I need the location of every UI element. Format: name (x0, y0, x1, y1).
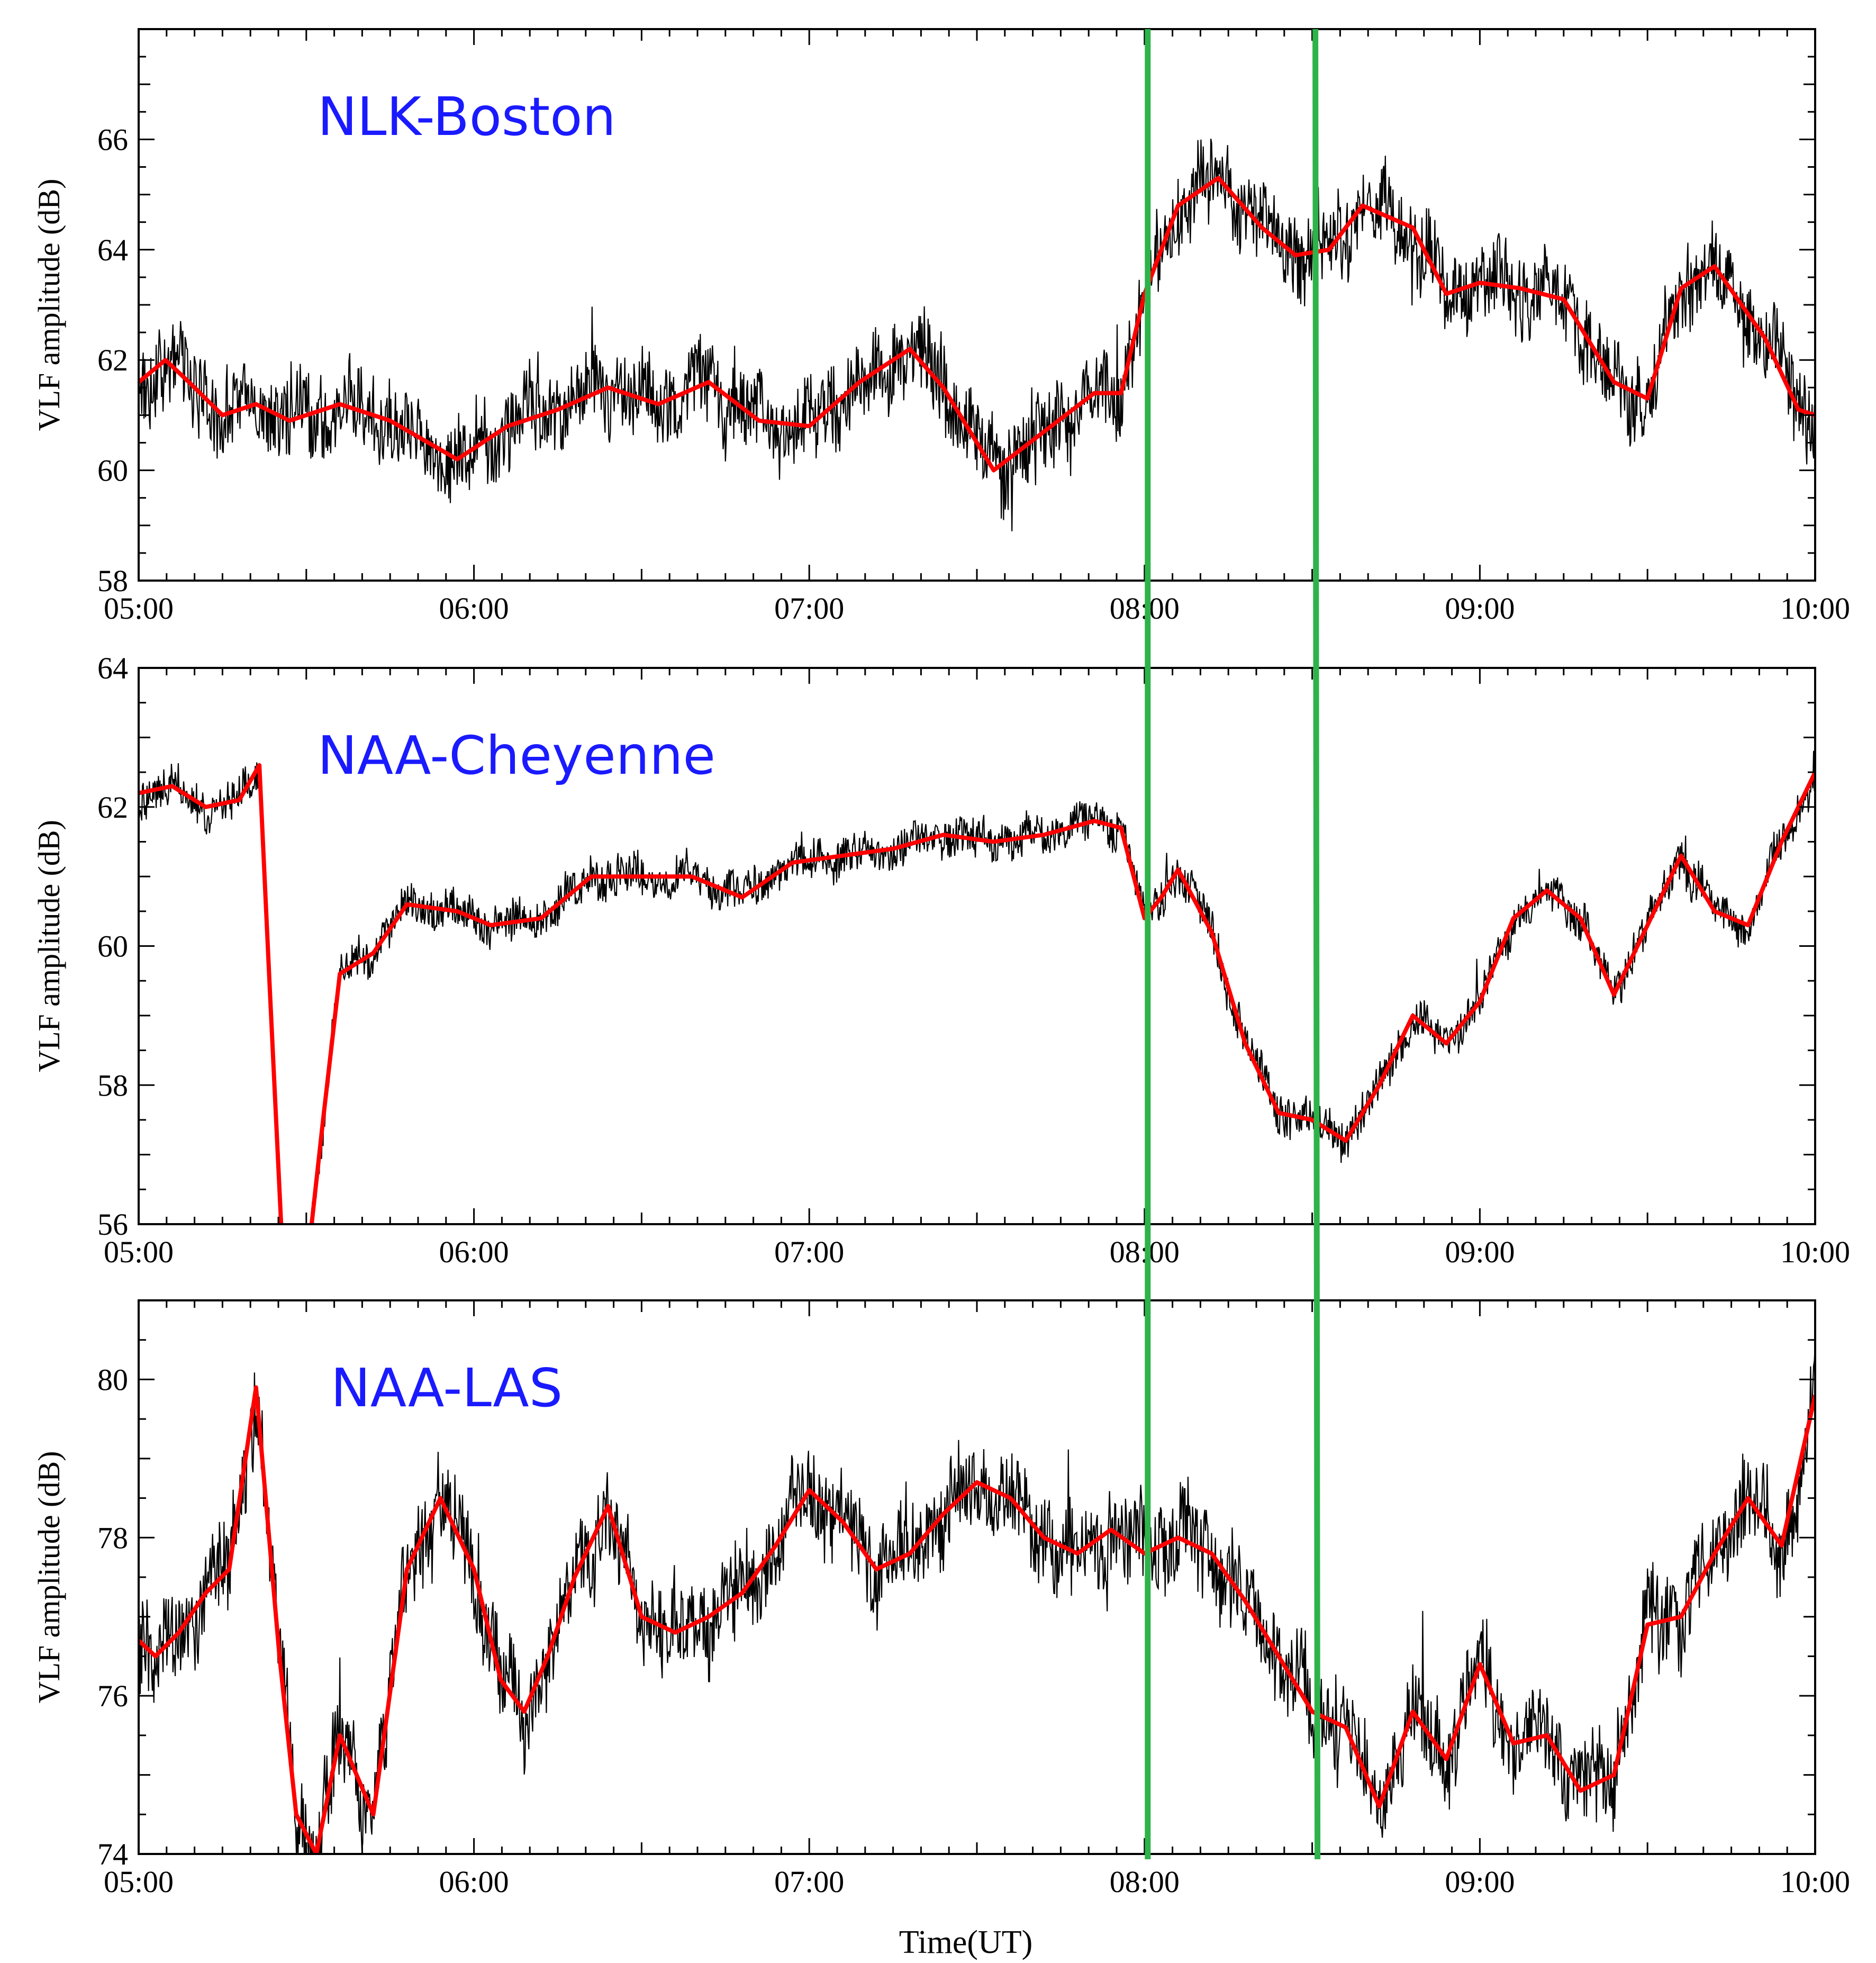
x-tick-label: 06:00 (439, 591, 509, 626)
smoothed-line (139, 176, 1815, 473)
y-tick-label: 78 (97, 1521, 128, 1555)
y-ticks (139, 28, 1815, 582)
y-tick-label: 62 (97, 343, 128, 377)
y-tick-label: 58 (97, 1068, 128, 1102)
y-tick-label: 64 (97, 651, 128, 685)
y-axis-title: VLF amplitude (dB) (32, 1451, 66, 1704)
y-axis-title: VLF amplitude (dB) (32, 179, 66, 431)
x-tick-label: 07:00 (774, 591, 844, 626)
panel-nlk-boston: 05:00 06:00 07:00 08:00 09:00 10:00 58 60 62 64 66… (32, 28, 1850, 626)
x-tick-label: 06:00 (439, 1865, 509, 1899)
x-ticks (138, 668, 1816, 1224)
x-ticks (138, 29, 1816, 581)
raw-signal-line (139, 750, 1815, 1224)
panel-naa-las: 05:00 06:00 07:00 08:00 09:00 10:00 74 76 78 80 VL… (32, 1299, 1850, 1899)
smoothed-line (139, 763, 1815, 1224)
y-tick-label: 80 (97, 1362, 128, 1397)
x-tick-label: 10:00 (1780, 591, 1850, 626)
y-ticks (139, 1299, 1815, 1855)
x-tick-label: 08:00 (1110, 1865, 1180, 1899)
x-tick-label: 10:00 (1780, 1865, 1850, 1899)
raw-signal-line (139, 139, 1815, 531)
x-tick-label: 08:00 (1110, 1235, 1180, 1269)
event-lines (1145, 29, 1321, 1860)
x-tick-label: 06:00 (439, 1235, 509, 1269)
station-label: NAA-LAS (331, 1357, 563, 1419)
y-ticks (139, 667, 1815, 1225)
smoothed-line (139, 1385, 1815, 1854)
x-tick-label: 09:00 (1445, 1865, 1515, 1899)
x-tick-label: 10:00 (1780, 1235, 1850, 1269)
event-line (1312, 29, 1321, 1860)
y-tick-label: 60 (97, 454, 128, 488)
station-label: NLK-Boston (318, 86, 616, 148)
x-tick-label: 09:00 (1445, 1235, 1515, 1269)
x-tick-label: 08:00 (1110, 591, 1180, 626)
raw-signal-line (139, 1344, 1815, 1854)
y-tick-label: 58 (97, 564, 128, 598)
y-tick-label: 62 (97, 790, 128, 825)
y-axis-title: VLF amplitude (dB) (32, 820, 66, 1072)
y-tick-label: 60 (97, 929, 128, 964)
x-tick-label: 07:00 (774, 1865, 844, 1899)
x-axis-title: Time(UT) (899, 1924, 1033, 1960)
x-tick-label: 09:00 (1445, 591, 1515, 626)
x-tick-label: 07:00 (774, 1235, 844, 1269)
station-label: NAA-Cheyenne (318, 725, 715, 786)
y-tick-label: 66 (97, 122, 128, 157)
y-tick-label: 74 (97, 1837, 128, 1871)
y-tick-label: 64 (97, 233, 128, 267)
y-tick-label: 56 (97, 1207, 128, 1242)
x-tick-label: 05:00 (104, 1865, 174, 1899)
y-tick-label: 76 (97, 1679, 128, 1713)
x-tick-label: 05:00 (104, 1235, 174, 1269)
x-tick-label: 05:00 (104, 591, 174, 626)
panel-naa-cheyenne: 05:00 06:00 07:00 08:00 09:00 10:00 56 58 60 62 64… (32, 651, 1850, 1269)
x-ticks (138, 1300, 1816, 1854)
